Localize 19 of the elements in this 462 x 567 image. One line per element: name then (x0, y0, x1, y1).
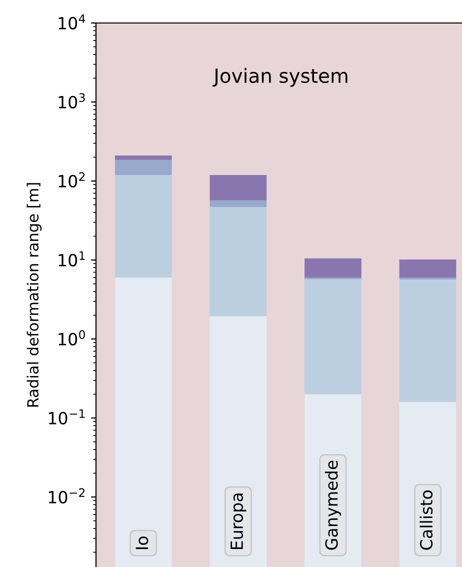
y-tick-label: 10$^{4}$ (58, 14, 86, 30)
y-tick-label: 10$^{−2}$ (48, 488, 85, 504)
y-tick-label: 10$^{2}$ (58, 172, 85, 188)
y-tick-label: 10$^{1}$ (58, 251, 85, 266)
y-tick-label: 10$^{3}$ (58, 93, 85, 108)
text: Jovian system (212, 68, 348, 87)
bar (304, 258, 362, 278)
bar (399, 259, 456, 278)
bar (210, 175, 267, 200)
x-tick-label: Io (136, 536, 148, 550)
x-tick-label: Callisto (420, 490, 433, 550)
x-tick-label: Ganymede (324, 460, 342, 550)
bar (210, 200, 267, 207)
x-tick-label: Europa (230, 494, 246, 550)
y-tick-label: 10$^{0}$ (58, 330, 85, 346)
y-axis-title: Radial deformation range [m] (26, 183, 42, 407)
bar (114, 156, 172, 160)
bar (114, 160, 172, 176)
y-tick-label: 10$^{−1}$ (48, 409, 85, 424)
